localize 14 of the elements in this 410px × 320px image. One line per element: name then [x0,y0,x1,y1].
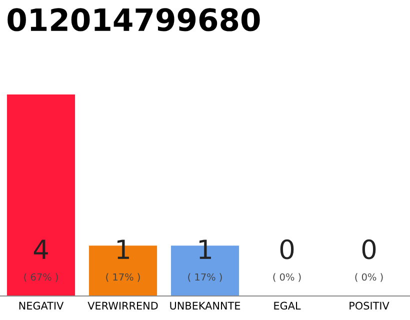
annotation: ( 67% ) [24,273,58,282]
data-label: 4 [34,240,48,259]
x-tick-label: POSITIV [350,302,390,310]
x-tick-label: NEGATIV [19,302,64,310]
chart-title: 012014799680 [8,8,260,32]
x-tick-label: VERWIRREND [88,302,158,310]
data-label: 0 [362,239,376,260]
x-tick-label: EGAL [274,302,301,310]
x-tick-label: UNBEKANNTE [170,302,240,310]
annotation: ( 17% ) [106,273,140,282]
annotation: ( 0% ) [355,273,383,282]
data-label: 0 [280,239,294,260]
annotation: ( 17% ) [188,273,222,282]
annotation: ( 0% ) [273,273,301,282]
